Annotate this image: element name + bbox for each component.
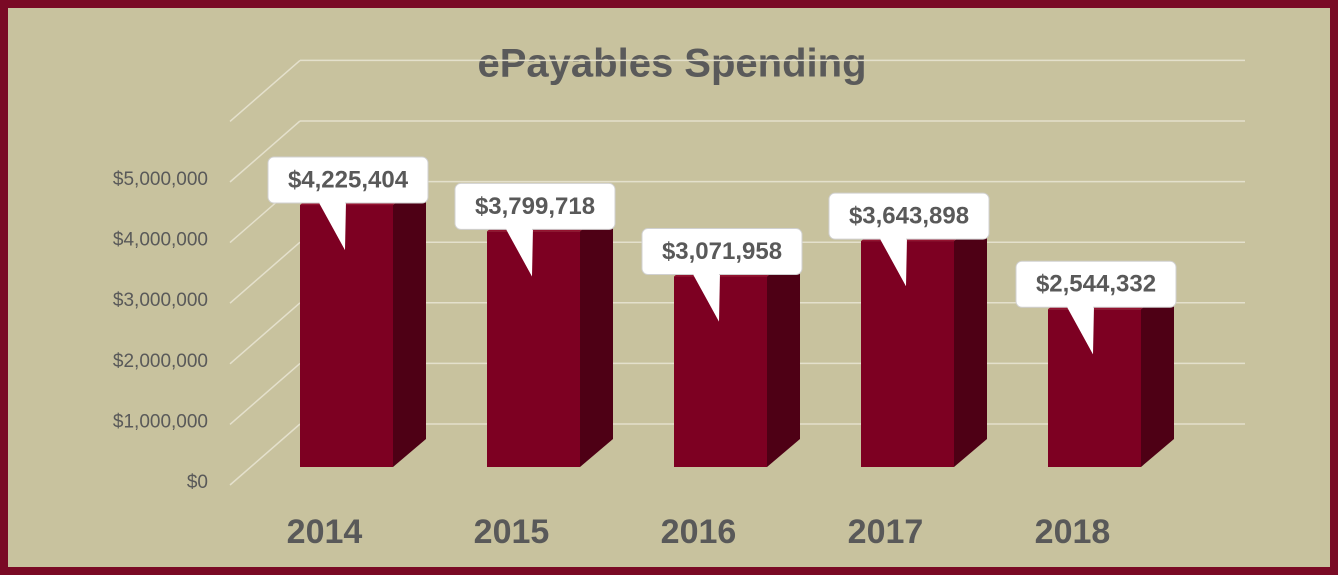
data-label: $3,071,958 (662, 238, 782, 265)
callout-box (641, 228, 803, 276)
grid-line (229, 423, 301, 486)
grid-line (229, 302, 301, 365)
x-tick-label: 2018 (1035, 513, 1111, 551)
data-label: $4,225,404 (288, 166, 409, 193)
callout-tail (880, 238, 906, 287)
data-label: $3,643,898 (849, 202, 969, 229)
bar (674, 276, 767, 467)
wall-line (229, 59, 301, 122)
bar-side (954, 213, 987, 467)
y-tick-label: $2,000,000 (113, 351, 208, 372)
x-tick-label: 2014 (287, 513, 363, 551)
bar (487, 231, 580, 467)
y-tick-label: $0 (187, 472, 208, 493)
y-tick-label: $1,000,000 (113, 411, 208, 432)
x-tick-label: 2016 (661, 513, 737, 551)
callout-box (828, 192, 990, 240)
x-tick-label: 2015 (474, 513, 550, 551)
grid-line (229, 362, 301, 425)
bar-side (767, 248, 800, 467)
data-label: $3,799,718 (475, 193, 595, 220)
callout-tail (693, 273, 719, 322)
bar (1048, 309, 1141, 467)
bar (861, 241, 954, 467)
bar-side (580, 203, 613, 467)
callout-box (454, 182, 616, 230)
bar (300, 205, 393, 467)
callout-tail (506, 228, 532, 277)
callout-box (1015, 260, 1177, 308)
callout-tail (319, 202, 345, 251)
chart-title: ePayables Spending (477, 42, 866, 86)
callout-tail (1067, 306, 1093, 355)
grid-line (229, 241, 301, 304)
callout-box (267, 156, 429, 204)
y-tick-label: $4,000,000 (113, 230, 208, 251)
bar-side (393, 177, 426, 467)
bar-side (1141, 281, 1174, 467)
grid-line (229, 120, 301, 183)
y-tick-label: $5,000,000 (113, 169, 208, 190)
x-tick-label: 2017 (848, 513, 924, 551)
y-tick-label: $3,000,000 (113, 290, 208, 311)
data-label: $2,544,332 (1036, 271, 1156, 298)
